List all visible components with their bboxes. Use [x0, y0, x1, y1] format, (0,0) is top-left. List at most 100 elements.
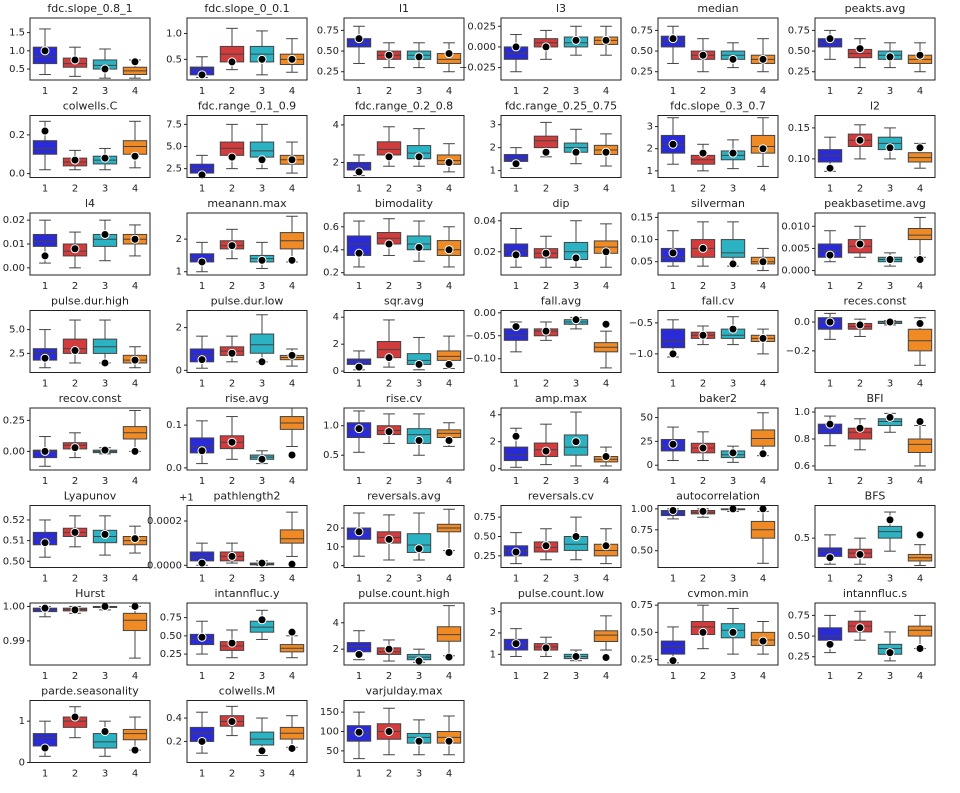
y-tick-label: 0.25: [788, 652, 810, 663]
y-tick-label: 1: [176, 267, 182, 278]
x-tick-label: 4: [132, 671, 138, 682]
x-tick-label: 1: [827, 184, 833, 195]
reference-point: [825, 317, 835, 327]
x-tick-label: 4: [603, 184, 609, 195]
x-tick-label: 3: [259, 281, 265, 292]
x-tick-label: 1: [356, 281, 362, 292]
reference-point: [70, 55, 80, 65]
x-tick-label: 4: [289, 769, 295, 780]
x-tick-label: 3: [102, 769, 108, 780]
y-tick-label: 7.5: [166, 119, 182, 130]
x-tick-label: 4: [760, 86, 766, 97]
reference-point: [287, 743, 297, 753]
x-tick-label: 2: [72, 671, 78, 682]
panel: amp.max 0 2 4 1 2 3 4: [490, 392, 622, 487]
panel: pulse.count.high 2 4 1 2 3 4: [333, 587, 465, 682]
reference-point: [758, 636, 768, 646]
panel: reversals.avg 0 10 20 1 2 3 4: [326, 490, 465, 585]
x-tick-label: 4: [289, 379, 295, 390]
panel: Lyapunov 0.50 0.51 0.52 1 2 3 4: [3, 490, 151, 585]
reference-point: [571, 437, 581, 447]
reference-point: [40, 353, 50, 363]
x-tick-label: 2: [857, 184, 863, 195]
axes-frame: [343, 700, 465, 763]
panel: autocorrelation 0.50 0.75 1.00 1 2 3 4: [631, 490, 779, 585]
panel-title: rise.avg: [225, 392, 269, 405]
panel-title: l3: [556, 2, 566, 15]
x-tick-label: 3: [730, 476, 736, 487]
panel: BFS 0.5 1 2 3 4: [794, 490, 936, 585]
reference-point: [130, 57, 140, 67]
reference-point: [758, 449, 768, 459]
reference-point: [915, 416, 925, 426]
x-tick-label: 3: [259, 184, 265, 195]
x-tick-label: 4: [760, 184, 766, 195]
y-tick-label: −0.2: [786, 346, 810, 357]
y-tick-label: 0: [333, 561, 339, 572]
box: [660, 328, 686, 349]
x-tick-label: 1: [670, 379, 676, 390]
reference-point: [414, 435, 424, 445]
y-tick-label: 0.25: [474, 551, 496, 562]
x-tick-label: 4: [132, 379, 138, 390]
reference-point: [287, 54, 297, 64]
box: [817, 627, 843, 641]
y-tick-label: 0.5: [166, 54, 182, 65]
axes-frame: [657, 602, 779, 666]
reference-point: [601, 541, 611, 551]
reference-point: [698, 443, 708, 453]
y-tick-label: 4: [333, 312, 339, 323]
x-tick-label: 3: [416, 379, 422, 390]
y-tick-label: 0.0: [166, 463, 182, 474]
reference-point: [100, 601, 110, 611]
y-tick-label: 0.0: [794, 317, 810, 328]
y-tick-label: 0.50: [317, 46, 339, 57]
y-tick-label: 0.25: [317, 67, 339, 78]
box: [503, 446, 529, 462]
reference-point: [197, 558, 207, 568]
panel: fdc.range_0.25_0.75 1 2 3 1 2 3 4: [490, 100, 622, 195]
x-tick-label: 1: [670, 671, 676, 682]
reference-point: [915, 530, 925, 540]
y-tick-label: 0: [333, 366, 339, 377]
reference-point: [40, 603, 50, 613]
x-tick-label: 2: [386, 184, 392, 195]
axes-frame: [814, 602, 936, 666]
panel: BFI 0.6 0.8 1.0 1 2 3 4: [794, 392, 936, 487]
axes-frame: [657, 17, 779, 81]
reference-point: [511, 250, 521, 260]
panel-title: Hurst: [75, 587, 105, 600]
box: [907, 228, 933, 241]
reference-point: [100, 153, 110, 163]
reference-point: [444, 652, 454, 662]
panel: fdc.range_0.2_0.8 2 4 1 2 3 4: [333, 100, 465, 195]
reference-point: [257, 357, 267, 367]
axes-frame: [814, 115, 936, 178]
x-tick-label: 3: [416, 574, 422, 585]
box: [32, 140, 58, 155]
reference-point: [354, 527, 364, 537]
reference-point: [601, 452, 611, 462]
y-tick-label: 0.2: [9, 130, 25, 141]
axes-frame: [657, 212, 779, 276]
reference-point: [257, 155, 267, 165]
y-tick-label: 0: [490, 464, 496, 475]
reference-point: [571, 253, 581, 263]
box: [877, 525, 903, 539]
x-tick-label: 3: [730, 671, 736, 682]
x-tick-label: 3: [259, 86, 265, 97]
panel-title: fdc.range_0.1_0.9: [198, 100, 296, 113]
reference-point: [257, 746, 267, 756]
panel-title: rise.cv: [386, 392, 423, 405]
x-tick-label: 4: [289, 184, 295, 195]
panel: l3 −0.025 0.000 0.025 1 2 3 4: [459, 2, 622, 97]
y-tick-label: 1: [19, 716, 25, 727]
x-tick-label: 2: [857, 671, 863, 682]
panel-title: intannfluc.s: [843, 587, 907, 600]
panel-title: fdc.range_0.25_0.75: [505, 100, 617, 113]
panel: median 0.25 0.50 0.75 1 2 3 4: [631, 2, 779, 97]
y-tick-label: 0.75: [474, 512, 496, 523]
y-tick-label: 0.025: [467, 21, 496, 32]
box: [436, 350, 462, 361]
reference-point: [885, 648, 895, 658]
